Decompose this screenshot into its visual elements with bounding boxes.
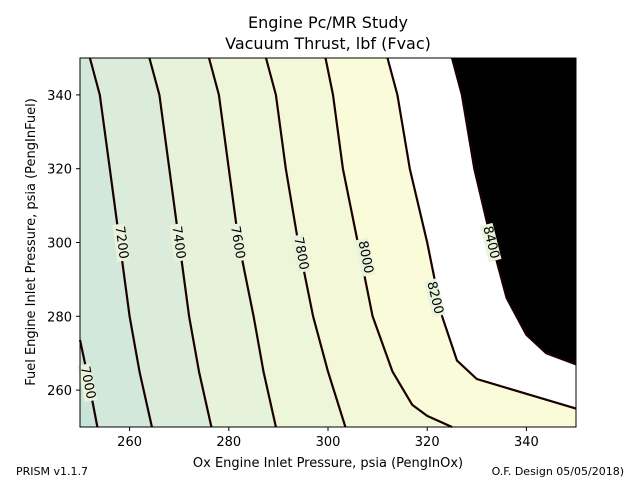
contour-line-8000: [324, 57, 453, 429]
contour-label-gap: [423, 278, 446, 318]
y-axis-label: Fuel Engine Inlet Pressure, psia (PengIn…: [24, 98, 39, 386]
contour-label: 8000: [355, 240, 376, 275]
y-tick-label: 280: [47, 310, 72, 325]
contour-band: [452, 58, 576, 365]
contour-label: 7200: [112, 225, 131, 260]
footer-version: PRISM v1.1.7: [16, 465, 88, 478]
y-tick-label: 320: [47, 163, 72, 178]
x-axis-label: Ox Engine Inlet Pressure, psia (PengInOx…: [193, 456, 463, 471]
contour-label-gap: [169, 223, 188, 262]
contour-label-gap: [290, 234, 311, 273]
footer-credit: O.F. Design 05/05/2018): [491, 465, 624, 478]
chart-title: Engine Pc/MR Study: [248, 13, 408, 32]
x-tick-label: 300: [316, 435, 341, 450]
y-tick-label: 260: [47, 384, 72, 399]
contour-label-gap: [479, 222, 502, 263]
contour-fills: [80, 58, 577, 427]
x-tick-label: 260: [117, 435, 142, 450]
x-tick-label: 340: [514, 435, 539, 450]
contour-label: 7600: [227, 225, 247, 260]
contour-label-gap: [227, 223, 247, 262]
contour-line-8200: [386, 57, 577, 410]
y-tick-label: 300: [47, 237, 72, 252]
contour-label-gap: [112, 223, 131, 262]
x-tick-label: 280: [216, 435, 241, 450]
contour-label-gap: [77, 363, 98, 403]
y-axis-ticks: 260 280 300 320 340: [47, 89, 80, 399]
x-axis-ticks: 260 280 300 320 340: [117, 427, 539, 450]
y-tick-label: 340: [47, 89, 72, 104]
contour-line-8400: [450, 57, 577, 366]
x-tick-label: 320: [415, 435, 440, 450]
contour-label-gap: [355, 237, 376, 277]
contour-label: 7400: [169, 225, 188, 260]
contour-label: 7000: [77, 365, 98, 400]
chart-subtitle: Vacuum Thrust, lbf (Fvac): [225, 34, 431, 53]
contour-label: 7800: [290, 236, 311, 271]
